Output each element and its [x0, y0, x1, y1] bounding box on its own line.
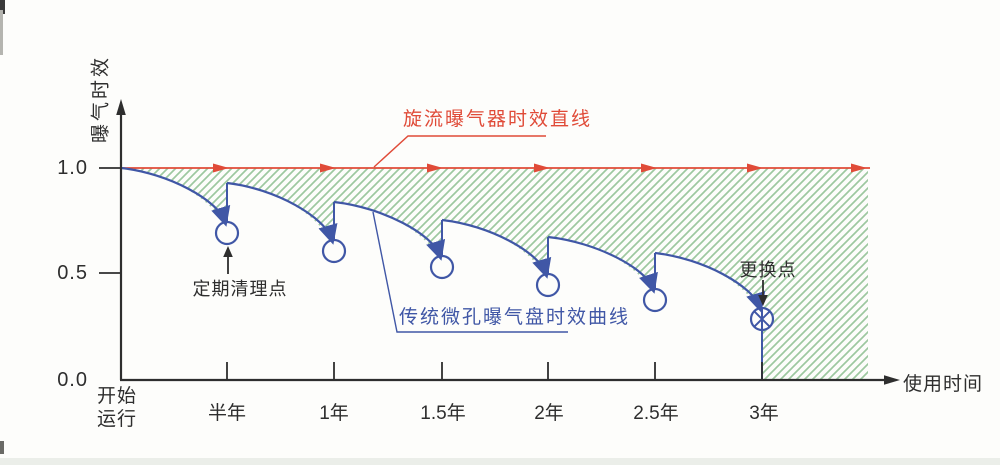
cleaning-point-label: 定期清理点: [192, 279, 288, 299]
cleaning-point-marker: [214, 220, 240, 246]
red-series-label: 旋流曝气器时效直线: [403, 109, 593, 130]
y-axis-arrow-icon: [116, 99, 126, 115]
cleaning-point-marker: [321, 238, 347, 264]
x-axis-arrow-icon: [884, 375, 900, 385]
decay-curve-segment: [441, 218, 552, 279]
red-right-arrow-icon: [641, 163, 657, 173]
x-tick-label-half-year: 半年: [207, 403, 246, 424]
decay-curve-segment: [120, 166, 231, 227]
y-tick-label-0.0: 0.0: [57, 369, 88, 391]
y-tick-label-1.0: 1.0: [57, 157, 88, 179]
cleaning-point-marker: [642, 287, 668, 313]
scan-artifact-top-left: [0, 0, 5, 14]
cleaning-point-marker: [535, 272, 561, 298]
x-tick-label-2y: 2年: [534, 403, 564, 424]
blue-series-label: 传统微孔曝气盘时效曲线: [399, 307, 631, 328]
decay-curve-segment: [654, 251, 766, 313]
y-axis-title: 曝气时效: [90, 54, 112, 144]
red-label-leader-line: [373, 135, 546, 168]
red-right-arrow-icon: [534, 163, 550, 173]
red-right-arrow-icon: [427, 163, 443, 173]
blue-label-leader-line: [372, 211, 568, 333]
x-tick-label-1y: 1年: [319, 403, 349, 424]
replacement-down-arrow-icon: [758, 295, 768, 306]
origin-label-line2: 运行: [97, 409, 138, 430]
decay-curve-segment: [333, 200, 446, 261]
scan-artifact-bottom-left: [0, 441, 4, 454]
y-tick-label-0.5: 0.5: [57, 262, 88, 284]
red-right-arrow-icon: [851, 163, 867, 173]
decay-curve-segment: [226, 181, 338, 245]
replacement-point-label: 更换点: [739, 260, 797, 280]
x-axis-title: 使用时间: [903, 374, 984, 395]
efficiency-gap-hatch-area: [121, 168, 868, 380]
scan-artifact-left-strip: [0, 10, 3, 55]
red-right-arrow-icon: [747, 163, 763, 173]
red-right-arrow-icon: [320, 163, 336, 173]
x-tick-label-2-5y: 2.5年: [633, 403, 679, 424]
red-right-arrow-icon: [213, 163, 229, 173]
cleaning-point-marker: [429, 254, 455, 280]
origin-label-line1: 开始: [97, 386, 138, 407]
decay-curve-segment: [547, 235, 658, 294]
origin-label: 开始 运行: [97, 385, 137, 431]
scan-artifact-bottom-band: [0, 458, 1000, 465]
x-tick-label-1-5y: 1.5年: [420, 403, 466, 424]
cleaning-up-arrow-icon: [223, 246, 233, 257]
x-tick-label-3y: 3年: [749, 403, 779, 424]
